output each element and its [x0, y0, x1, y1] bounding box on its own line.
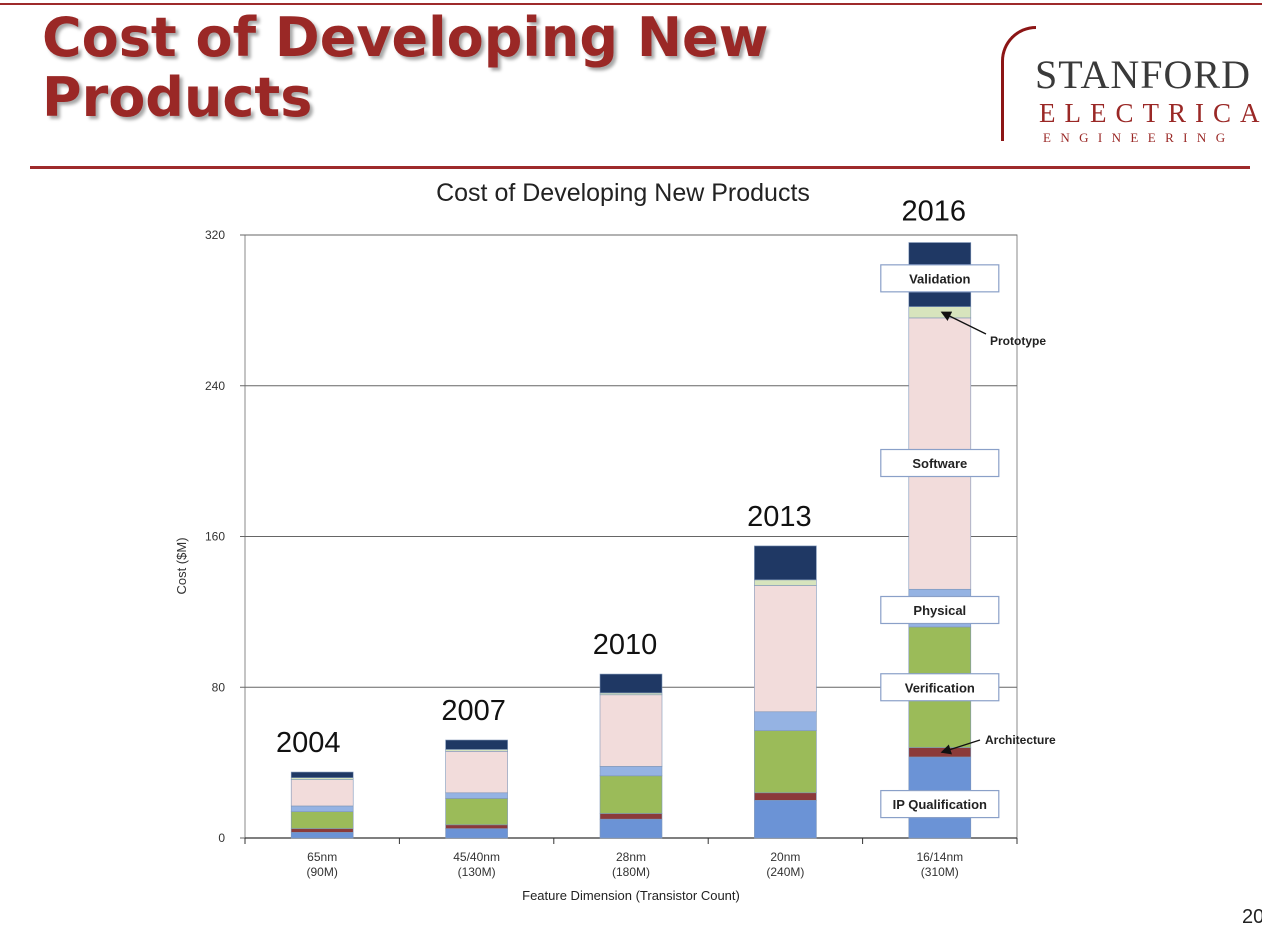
x-tick-label-count: (310M) [921, 865, 959, 879]
annotation-box [880, 673, 1000, 702]
chart-title: Cost of Developing New Products [436, 179, 810, 207]
x-tick-label-node: 16/14nm [916, 850, 963, 864]
x-tick-label-count: (130M) [458, 865, 496, 879]
bar-segment-architecture [754, 792, 817, 801]
year-label: 2004 [276, 727, 341, 759]
bar-segment-validation [599, 673, 663, 694]
bar-segment-architecture [290, 828, 354, 833]
bar-segment-software [599, 694, 663, 767]
bar-segment-prototype [908, 306, 972, 319]
bar-segment-ip-qualification [290, 832, 354, 839]
annotation-box [880, 789, 1000, 819]
bar-segment-verification [599, 775, 663, 814]
bar-segment-ip-qualification [599, 818, 663, 839]
year-label: 2016 [902, 196, 967, 228]
annotation-arrow [940, 739, 981, 755]
y-axis-label: Cost ($M) [174, 537, 189, 594]
bar-segment-ip-qualification [445, 828, 508, 839]
bar-segment-software [754, 585, 817, 713]
logo-engineering: ENGINEERING [1043, 130, 1235, 145]
bar-segment-validation [754, 545, 817, 581]
x-tick-label-node: 28nm [616, 850, 646, 864]
annotation-box [880, 264, 1000, 293]
y-tick-label: 160 [205, 530, 225, 544]
annotation-label: Validation [909, 271, 970, 286]
y-tick-label: 80 [212, 680, 226, 694]
title-rule [30, 166, 1250, 169]
year-label: 2013 [747, 501, 812, 533]
y-tick-label: 0 [218, 831, 225, 845]
logo-electrical: ELECTRICAL [1039, 98, 1262, 128]
top-rule [0, 3, 1262, 5]
bar-segment-architecture [445, 824, 508, 829]
bar-segment-architecture [908, 747, 972, 758]
y-tick-label: 240 [205, 379, 225, 393]
annotation-label: Prototype [990, 334, 1046, 348]
x-tick-label-node: 45/40nm [453, 850, 500, 864]
x-axis-label: Feature Dimension (Transistor Count) [522, 888, 740, 903]
year-label: 2010 [593, 629, 658, 661]
year-label: 2007 [441, 695, 506, 727]
bar-segment-verification [445, 798, 508, 826]
y-tick-label: 320 [205, 228, 225, 242]
x-tick-label-node: 65nm [307, 850, 337, 864]
x-tick-label-node: 20nm [770, 850, 800, 864]
x-tick-label-count: (180M) [612, 865, 650, 879]
bar-segment-validation [445, 739, 508, 750]
annotation-arrow [940, 311, 987, 335]
annotation-label: Physical [913, 603, 966, 618]
bar-segment-software [290, 779, 354, 807]
stanford-ee-logo: STANFORD ELECTRICAL ENGINEERING [995, 22, 1262, 150]
annotation-label: Architecture [985, 733, 1056, 747]
bar-segment-physical [754, 711, 817, 731]
logo-stanford: STANFORD [1035, 52, 1251, 97]
bar-segment-verification [754, 730, 817, 794]
bar-segment-architecture [599, 813, 663, 820]
bar-segment-software [445, 751, 508, 794]
bar-segment-ip-qualification [754, 800, 817, 839]
annotation-label: IP Qualification [893, 797, 987, 812]
bar-segment-verification [290, 811, 354, 829]
annotation-label: Software [912, 456, 967, 471]
slide-title: Cost of Developing New Products [42, 6, 769, 129]
annotation-label: Verification [905, 680, 975, 695]
bar-segment-physical [290, 805, 354, 812]
bar-segment-prototype [754, 579, 817, 586]
bar-segment-physical [599, 766, 663, 777]
x-tick-label-count: (90M) [307, 865, 338, 879]
annotation-box [880, 595, 1000, 625]
x-tick-label-count: (240M) [766, 865, 804, 879]
bar-segment-physical [445, 792, 508, 799]
page-number: 20 [1242, 906, 1262, 928]
annotation-box [880, 448, 1000, 478]
bar-segment-validation [290, 771, 354, 778]
